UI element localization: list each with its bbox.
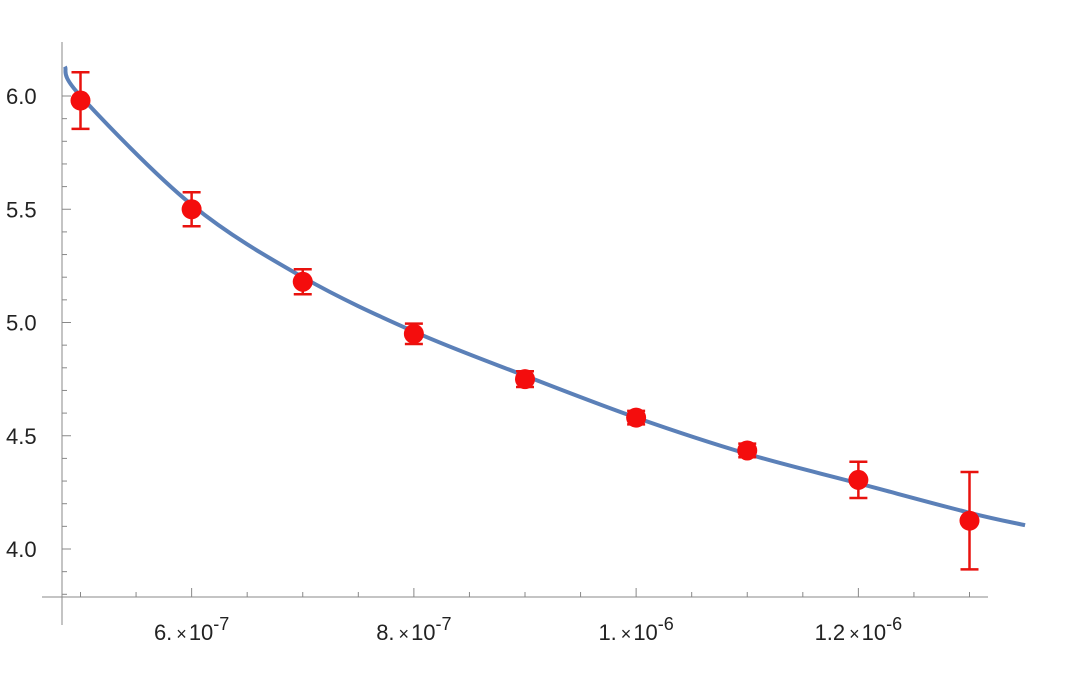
fit-curve [63,65,1026,528]
data-point-group [292,268,313,296]
data-point-group [403,322,424,346]
data-point [181,199,202,220]
y-tick-label: 4.5 [6,424,37,449]
data-point [737,440,758,461]
data-point [848,469,869,490]
data-point-group [848,460,869,500]
fit-curve-layer [63,65,1026,528]
y-tick-label: 5.5 [6,197,37,222]
y-tick-label: 4.0 [6,537,37,562]
axes [42,42,988,625]
data-point-group [515,369,535,390]
data-point-group [70,70,91,131]
data-point [626,407,647,428]
data-point [959,510,980,531]
data-point-group [737,440,758,461]
data-point [292,271,313,292]
x-tick-label: 8. ×10-7 [376,614,451,645]
data-point-group [181,191,202,228]
data-points-layer [70,70,980,571]
x-ticks: 6. ×10-7 8. ×10-7 1. ×10-6 1.2 ×10-6 [80,588,970,645]
x-tick-label: 6. ×10-7 [154,614,229,645]
x-tick-label: 1. ×10-6 [598,614,673,645]
data-point-group [626,407,647,428]
y-tick-label: 5.0 [6,311,37,336]
data-point [515,369,535,390]
data-point [403,323,424,344]
data-point [70,90,91,111]
data-point-group [959,470,980,571]
y-tick-label: 6.0 [6,84,37,109]
y-ticks: 4.0 4.5 5.0 5.5 6.0 [6,84,71,595]
x-tick-label: 1.2 ×10-6 [815,614,903,645]
